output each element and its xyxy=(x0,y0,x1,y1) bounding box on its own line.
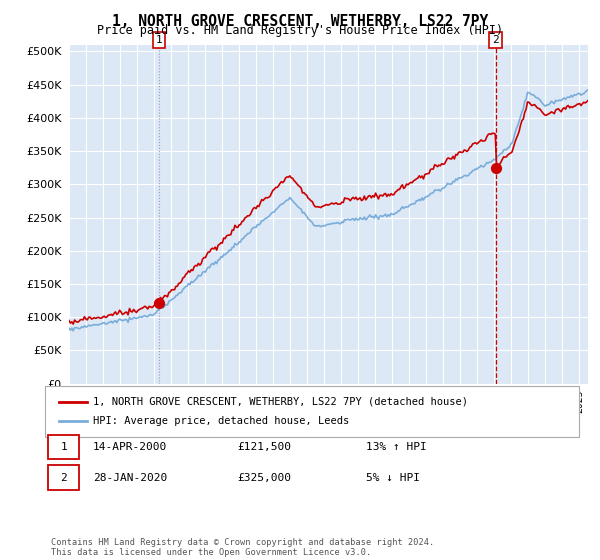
Text: 14-APR-2000: 14-APR-2000 xyxy=(93,442,167,452)
Text: 1, NORTH GROVE CRESCENT, WETHERBY, LS22 7PY (detached house): 1, NORTH GROVE CRESCENT, WETHERBY, LS22 … xyxy=(93,396,468,407)
Text: £325,000: £325,000 xyxy=(237,473,291,483)
Text: 13% ↑ HPI: 13% ↑ HPI xyxy=(366,442,427,452)
Text: 1: 1 xyxy=(60,442,67,452)
Text: £121,500: £121,500 xyxy=(237,442,291,452)
Text: 5% ↓ HPI: 5% ↓ HPI xyxy=(366,473,420,483)
Point xyxy=(154,298,164,307)
Text: 2: 2 xyxy=(492,35,499,45)
Text: Contains HM Land Registry data © Crown copyright and database right 2024.
This d: Contains HM Land Registry data © Crown c… xyxy=(51,538,434,557)
Text: 1, NORTH GROVE CRESCENT, WETHERBY, LS22 7PY: 1, NORTH GROVE CRESCENT, WETHERBY, LS22 … xyxy=(112,14,488,29)
Text: 2: 2 xyxy=(60,473,67,483)
Text: HPI: Average price, detached house, Leeds: HPI: Average price, detached house, Leed… xyxy=(93,417,349,427)
Text: Price paid vs. HM Land Registry's House Price Index (HPI): Price paid vs. HM Land Registry's House … xyxy=(97,24,503,36)
Text: 28-JAN-2020: 28-JAN-2020 xyxy=(93,473,167,483)
Point xyxy=(491,163,500,172)
Text: 1: 1 xyxy=(155,35,162,45)
